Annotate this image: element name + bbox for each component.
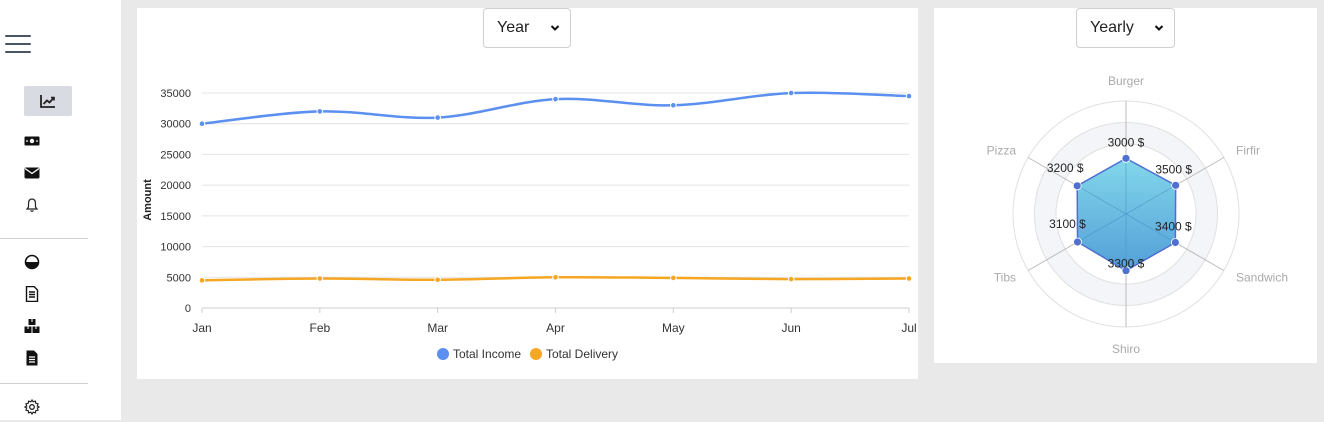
radar-category-label: Shiro bbox=[1112, 342, 1140, 356]
data-point bbox=[787, 275, 795, 283]
bell-icon bbox=[25, 198, 39, 212]
y-tick-label: 0 bbox=[185, 303, 191, 315]
legend-label: Total Delivery bbox=[546, 347, 618, 361]
radar-point bbox=[1170, 238, 1180, 247]
data-point bbox=[316, 108, 324, 115]
legend-label: Total Income bbox=[453, 347, 521, 361]
boxes-icon bbox=[24, 319, 40, 333]
sidebar-item-orders[interactable] bbox=[8, 279, 56, 309]
x-tick-label: Jul bbox=[901, 321, 916, 335]
mail-icon bbox=[24, 167, 40, 179]
range-select-value: Yearly bbox=[1090, 19, 1134, 36]
radar-value-label: 3300 $ bbox=[1108, 257, 1145, 271]
analytics-icon bbox=[40, 95, 55, 108]
data-point bbox=[670, 274, 677, 282]
y-tick-label: 5000 bbox=[167, 272, 191, 284]
sidebar-item-documents[interactable] bbox=[8, 343, 56, 373]
income-chart-panel: Year 0 5000 10000 15000 20000 25000 30000 35000… bbox=[137, 8, 918, 379]
y-axis-label: Amount bbox=[142, 179, 154, 221]
y-tick-label: 10000 bbox=[160, 242, 191, 254]
data-point bbox=[670, 101, 677, 109]
sidebar-item-inventory[interactable] bbox=[8, 311, 56, 341]
data-point bbox=[905, 92, 913, 100]
period-select-value: Year bbox=[497, 19, 530, 36]
y-tick-label: 20000 bbox=[160, 180, 191, 192]
chevron-down-icon bbox=[1154, 25, 1164, 31]
chevron-down-icon bbox=[550, 25, 560, 31]
radar-inner-axis bbox=[1077, 213, 1127, 243]
income-line-chart: 0 5000 10000 15000 20000 25000 30000 35000 Jan Fe… bbox=[142, 88, 917, 361]
x-tick-label: Jan bbox=[192, 321, 211, 335]
data-point bbox=[316, 275, 324, 282]
sales-radar-chart: Burger Firfir Sandwich Shiro Tibs Pizza 3000 $… bbox=[987, 74, 1288, 356]
document-icon bbox=[26, 350, 38, 366]
data-point bbox=[198, 120, 206, 128]
document-list-icon bbox=[25, 286, 39, 302]
radar-inner-axis bbox=[1125, 213, 1176, 243]
radar-value-label: 3500 $ bbox=[1155, 162, 1192, 176]
y-tick-label: 35000 bbox=[160, 88, 191, 100]
radar-value-label: 3400 $ bbox=[1155, 220, 1192, 234]
x-tick-label: Mar bbox=[427, 321, 448, 335]
x-tick-label: Feb bbox=[309, 321, 330, 335]
radar-point bbox=[1073, 237, 1082, 247]
data-point bbox=[905, 275, 913, 282]
data-point bbox=[434, 276, 441, 284]
radar-value-label: 3200 $ bbox=[1047, 161, 1084, 175]
x-tick-label: Apr bbox=[546, 321, 565, 335]
period-select[interactable]: Year bbox=[483, 8, 571, 48]
x-tick-label: May bbox=[662, 321, 685, 335]
radar-inner-axis bbox=[1077, 185, 1127, 215]
data-point bbox=[552, 95, 559, 103]
sales-radar-panel: Yearly Burger Firfir Sandwich Shiro Tibs Pizz… bbox=[934, 8, 1317, 363]
radar-inner-axis bbox=[1125, 184, 1176, 215]
legend-marker bbox=[530, 348, 542, 360]
money-icon bbox=[24, 136, 40, 146]
radar-value-label: 3100 $ bbox=[1049, 217, 1086, 231]
menu-icon[interactable] bbox=[5, 35, 31, 55]
radar-category-label: Pizza bbox=[987, 144, 1017, 158]
sidebar-divider bbox=[0, 383, 88, 384]
y-tick-label: 15000 bbox=[160, 211, 191, 223]
chart-pie-icon bbox=[24, 254, 40, 270]
data-point bbox=[198, 277, 206, 284]
sidebar-item-analytics[interactable] bbox=[24, 86, 72, 116]
radar-category-label: Burger bbox=[1108, 74, 1144, 88]
radar-point bbox=[1121, 153, 1131, 163]
radar-point bbox=[1171, 180, 1181, 190]
x-tick-label: Jun bbox=[781, 321, 800, 335]
sidebar bbox=[0, 0, 121, 420]
radar-point bbox=[1072, 181, 1082, 191]
radar-point bbox=[1121, 266, 1131, 276]
sidebar-item-settings[interactable] bbox=[8, 392, 56, 422]
radar-category-label: Firfir bbox=[1236, 144, 1260, 158]
radar-category-label: Tibs bbox=[994, 271, 1016, 285]
radar-value-label: 3000 $ bbox=[1108, 135, 1145, 149]
radar-category-label: Sandwich bbox=[1236, 271, 1288, 285]
sidebar-item-messages[interactable] bbox=[8, 158, 56, 188]
y-tick-label: 30000 bbox=[160, 119, 191, 131]
sidebar-item-payments[interactable] bbox=[8, 126, 56, 156]
data-point bbox=[787, 89, 795, 97]
legend-marker bbox=[437, 348, 449, 360]
sidebar-item-reports[interactable] bbox=[8, 247, 56, 277]
data-point bbox=[552, 273, 559, 281]
settings-icon bbox=[24, 399, 40, 415]
sidebar-item-notifications[interactable] bbox=[8, 190, 56, 220]
y-tick-label: 25000 bbox=[160, 149, 191, 161]
data-point bbox=[434, 114, 441, 121]
sidebar-divider bbox=[0, 238, 88, 239]
range-select[interactable]: Yearly bbox=[1076, 8, 1175, 48]
